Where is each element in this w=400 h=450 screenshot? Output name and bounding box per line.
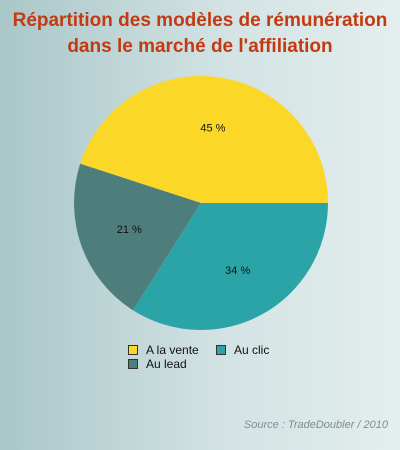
legend-label-au-lead: Au lead	[146, 357, 187, 371]
legend-swatch-au-lead	[128, 359, 138, 369]
legend-item-a-la-vente: A la vente	[128, 343, 199, 357]
legend-item-au-lead: Au lead	[128, 357, 187, 371]
pie-slice-au-clic	[132, 203, 328, 330]
pie-slice-a-la-vente	[80, 76, 328, 203]
pie-label-au-clic: 34 %	[225, 265, 250, 277]
legend-label-au-clic: Au clic	[234, 343, 270, 357]
legend-item-au-clic: Au clic	[216, 343, 269, 357]
legend-swatch-a-la-vente	[128, 345, 138, 355]
pie-slice-au-lead	[73, 163, 201, 311]
chart-source: Source : TradeDoubler / 2010	[243, 419, 388, 431]
pie-label-a-la-vente: 45 %	[200, 123, 225, 135]
pie-label-au-lead: 21 %	[117, 224, 142, 236]
chart-title: Répartition des modèles de rémunération …	[0, 8, 400, 60]
legend-label-a-la-vente: A la vente	[146, 343, 199, 357]
legend-swatch-au-clic	[216, 345, 226, 355]
chart-title-line-2: dans le marché de l'affiliation	[67, 36, 333, 57]
chart-title-line-1: Répartition des modèles de rémunération	[12, 10, 388, 31]
